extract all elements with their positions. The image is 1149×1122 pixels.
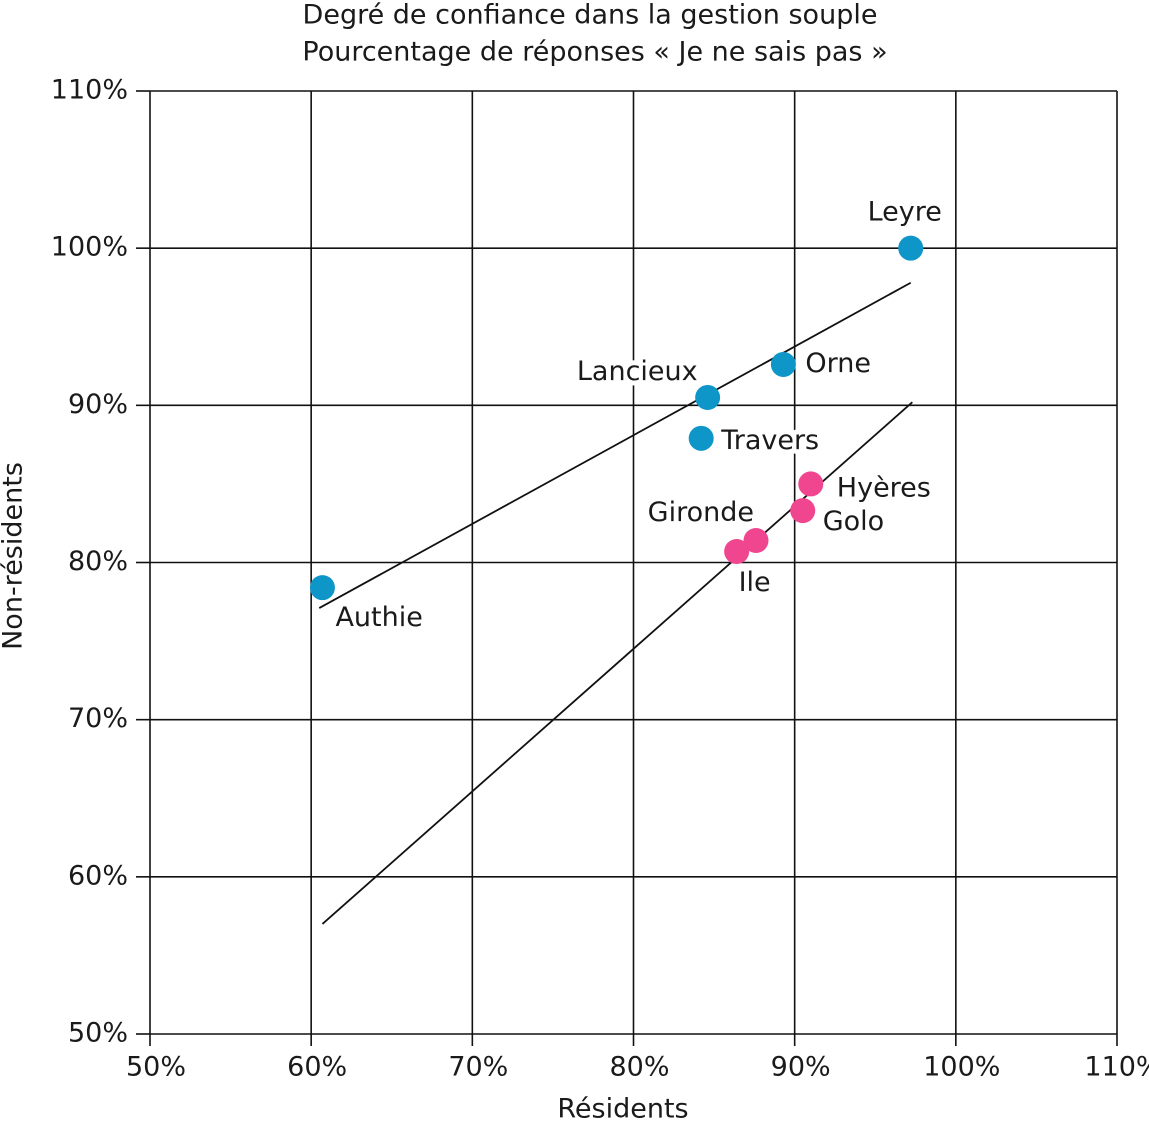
point [790, 498, 816, 524]
point-label: Golo [823, 506, 884, 537]
trend-line [318, 281, 912, 609]
point [695, 384, 721, 410]
x-tick-label: 60% [287, 1052, 347, 1083]
point [743, 527, 769, 553]
point [724, 538, 750, 564]
x-tick-label: 90% [771, 1052, 831, 1083]
point-label: Travers [720, 425, 819, 456]
point-label: Authie [335, 602, 422, 633]
chart-subtitle: Pourcentage de réponses « Je ne sais pas… [302, 37, 887, 68]
y-axis-label: Non-résidents [0, 462, 29, 650]
x-tick-label: 80% [609, 1052, 669, 1083]
y-tick-label: 50% [68, 1018, 128, 1049]
x-tick-label: 110% [1084, 1052, 1149, 1083]
x-axis-label: Résidents [557, 1094, 688, 1122]
point [798, 471, 824, 497]
point-label: Leyre [868, 197, 942, 228]
x-tick-label: 50% [126, 1052, 186, 1083]
point-label: Lancieux [577, 356, 698, 387]
point-label: Ile [739, 567, 771, 598]
trend-line [321, 401, 913, 925]
x-tick-label: 70% [448, 1052, 508, 1083]
y-tick-label: 100% [51, 232, 128, 263]
point-label: Gironde [648, 497, 754, 528]
point-label: Orne [805, 348, 871, 379]
point [309, 575, 335, 601]
chart-title: Degré de confiance dans la gestion soupl… [303, 0, 878, 31]
y-tick-label: 80% [68, 546, 128, 577]
point-label: Hyères [837, 472, 931, 503]
x-tick-label: 100% [923, 1052, 1000, 1083]
y-tick-label: 90% [68, 389, 128, 420]
point [898, 235, 924, 261]
y-tick-label: 60% [68, 860, 128, 891]
y-tick-label: 110% [51, 75, 128, 106]
point [770, 351, 796, 377]
point [688, 425, 714, 451]
y-tick-label: 70% [68, 703, 128, 734]
